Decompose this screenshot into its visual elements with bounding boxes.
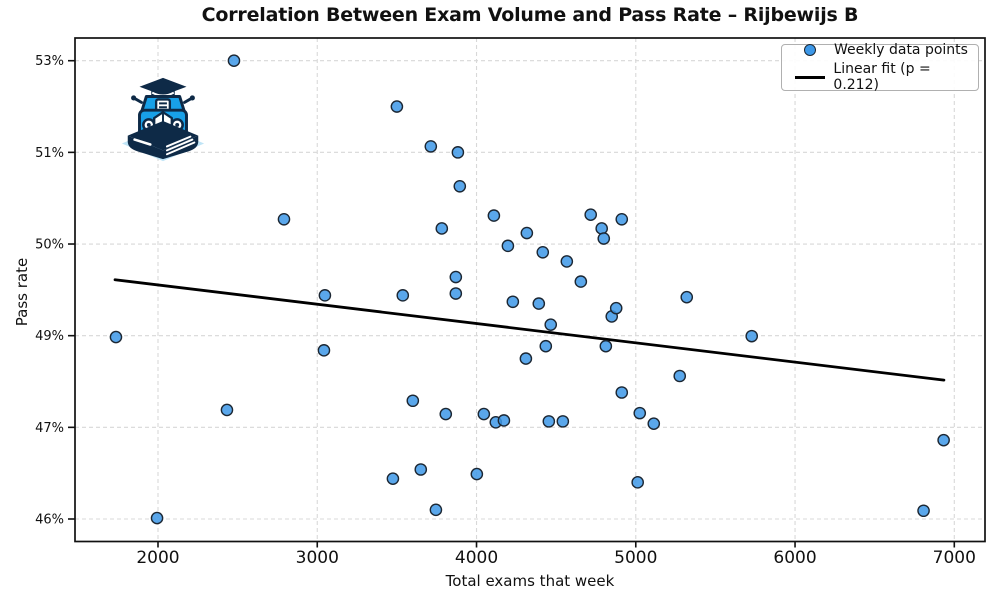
plot-border [74, 37, 986, 543]
data-point [917, 504, 930, 518]
data-point [506, 295, 520, 309]
data-point [631, 476, 644, 489]
data-point [451, 146, 465, 159]
y-tick-label: 49% [35, 329, 64, 344]
data-point [318, 289, 332, 302]
data-point [150, 511, 164, 525]
data-point [609, 301, 623, 315]
data-point [429, 503, 443, 517]
data-point [615, 212, 629, 226]
data-point [501, 239, 515, 253]
y-tick-label: 47% [35, 421, 64, 436]
legend-item-linear-fit: Linear fit (p = 0.212) [794, 61, 978, 93]
data-point [487, 209, 501, 222]
x-tick-label: 5000 [614, 548, 657, 568]
data-point [647, 417, 661, 430]
data-point [477, 407, 491, 421]
x-tick-label: 2000 [136, 548, 179, 568]
data-point [470, 467, 484, 481]
driving-school-logo [121, 77, 205, 162]
legend-point-marker [794, 44, 826, 56]
data-point [536, 245, 550, 259]
data-point [424, 140, 438, 153]
data-point [597, 232, 611, 245]
data-point [574, 275, 588, 288]
data-point [595, 222, 608, 235]
data-point [449, 287, 463, 300]
legend: Weekly data points Linear fit (p = 0.212… [781, 42, 979, 93]
data-point [560, 255, 574, 268]
data-point [556, 415, 570, 428]
data-point [453, 179, 467, 193]
data-point [532, 297, 546, 310]
legend-line-marker [794, 75, 825, 79]
data-point [390, 100, 404, 113]
data-point [227, 54, 241, 68]
data-point [937, 433, 950, 447]
data-point [520, 226, 534, 240]
data-point [449, 270, 463, 284]
legend-item-label: Linear fit (p = 0.212) [833, 61, 931, 93]
data-point [277, 212, 291, 226]
data-point [599, 339, 613, 353]
legend-item-points: Weekly data points [794, 42, 978, 58]
data-point [109, 330, 123, 344]
legend-item-label: Weekly data points [834, 42, 968, 58]
data-point [673, 369, 687, 383]
data-point [386, 472, 400, 485]
x-tick-label: 4000 [455, 548, 498, 568]
data-point [680, 290, 694, 304]
data-point [497, 414, 511, 427]
book-icon [127, 120, 199, 160]
data-point [544, 318, 558, 331]
data-point [396, 289, 410, 302]
data-point [220, 403, 234, 417]
y-tick-label: 51% [35, 146, 64, 161]
y-tick-label: 53% [35, 54, 64, 69]
x-tick-label: 6000 [773, 548, 816, 568]
data-point [317, 344, 331, 357]
data-point [584, 208, 598, 221]
data-point [406, 394, 420, 408]
data-point [542, 415, 556, 428]
y-tick-label: 50% [35, 238, 64, 253]
x-axis-label: Total exams that week [445, 572, 615, 590]
data-point [414, 463, 428, 476]
data-point [633, 406, 647, 420]
data-point [615, 386, 629, 399]
data-point [745, 329, 759, 343]
data-point [539, 339, 553, 353]
data-point [519, 352, 533, 365]
data-point [439, 407, 453, 421]
line-marker-icon [794, 75, 825, 79]
y-tick-label: 46% [35, 513, 64, 528]
x-tick-label: 7000 [933, 548, 976, 568]
linear-fit-line [113, 278, 946, 382]
scatter-marker-icon [804, 44, 816, 56]
chart-title: Correlation Between Exam Volume and Pass… [201, 4, 859, 26]
x-tick-label: 3000 [296, 548, 339, 568]
data-point [435, 222, 449, 235]
